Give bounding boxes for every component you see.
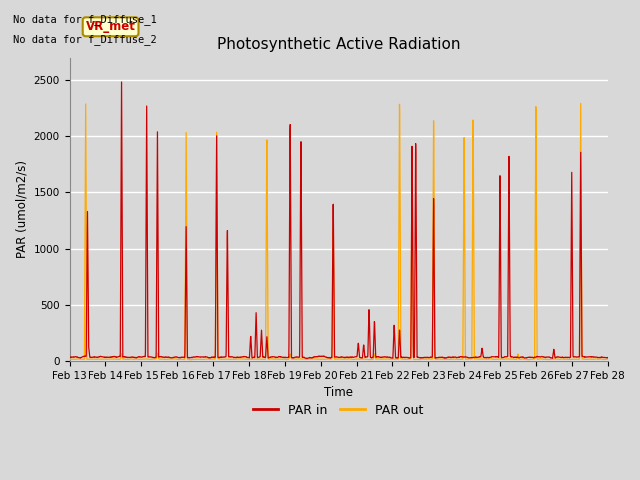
X-axis label: Time: Time — [324, 386, 353, 399]
Y-axis label: PAR (umol/m2/s): PAR (umol/m2/s) — [15, 160, 28, 258]
Title: Photosynthetic Active Radiation: Photosynthetic Active Radiation — [217, 37, 460, 52]
Text: VR_met: VR_met — [86, 20, 136, 33]
Text: No data for f_Diffuse_2: No data for f_Diffuse_2 — [13, 34, 157, 45]
Legend: PAR in, PAR out: PAR in, PAR out — [248, 399, 429, 421]
Text: No data for f_Diffuse_1: No data for f_Diffuse_1 — [13, 14, 157, 25]
